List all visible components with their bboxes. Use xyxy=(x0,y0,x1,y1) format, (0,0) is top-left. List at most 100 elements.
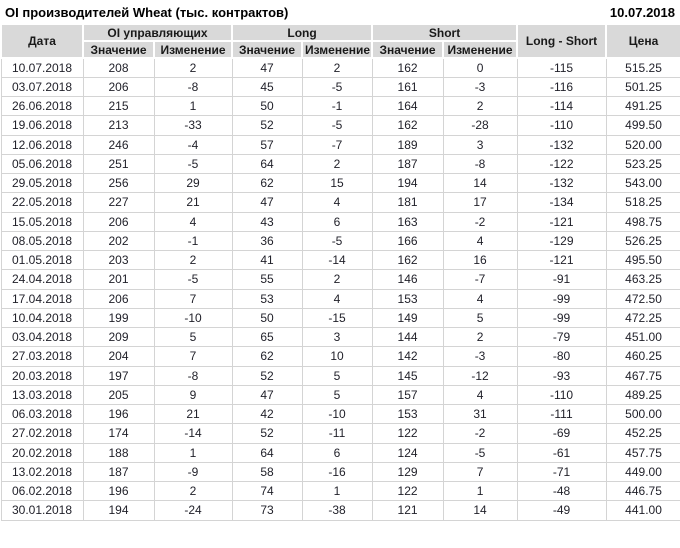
column-header-short-value: Значение xyxy=(371,40,445,59)
column-header-long-value: Значение xyxy=(231,40,304,59)
long-change-cell: 2 xyxy=(301,269,373,290)
oi-value-cell: 202 xyxy=(82,230,155,252)
long-value-cell: 62 xyxy=(231,346,303,367)
long-value-cell: 65 xyxy=(231,326,303,348)
price-cell: 518.25 xyxy=(605,192,680,213)
table-row: 27.03.2018 204 7 62 10 142 -3 -80 460.25 xyxy=(0,346,680,367)
oi-change-cell: 4 xyxy=(153,211,233,232)
title-bar: OI производителей Wheat (тыс. контрактов… xyxy=(0,0,680,23)
table-row: 06.02.2018 196 2 74 1 122 1 -48 446.75 xyxy=(0,480,680,502)
price-cell: 500.00 xyxy=(605,403,680,425)
oi-change-cell: 7 xyxy=(153,288,233,309)
column-header-short-change: Изменение xyxy=(442,40,519,59)
table-row: 13.03.2018 205 9 47 5 157 4 -110 489.25 xyxy=(0,384,680,406)
short-value-cell: 166 xyxy=(371,230,444,252)
long-short-cell: -132 xyxy=(516,134,607,155)
long-change-cell: -5 xyxy=(301,76,373,98)
oi-change-cell: 2 xyxy=(153,57,233,78)
price-cell: 452.25 xyxy=(605,423,680,444)
oi-change-cell: -24 xyxy=(153,500,233,521)
table-row: 01.05.2018 203 2 41 -14 162 16 -121 495.50 xyxy=(0,249,680,271)
short-value-cell: 153 xyxy=(371,288,444,309)
date-cell: 20.02.2018 xyxy=(0,442,84,463)
table-body: 10.07.2018 208 2 47 2 162 0 -115 515.25 03.07.201… xyxy=(0,57,680,521)
long-short-cell: -111 xyxy=(516,403,607,425)
long-short-cell: -61 xyxy=(516,442,607,463)
short-value-cell: 162 xyxy=(371,57,444,78)
price-cell: 495.50 xyxy=(605,249,680,271)
short-value-cell: 181 xyxy=(371,192,444,213)
short-value-cell: 149 xyxy=(371,307,444,329)
oi-value-cell: 213 xyxy=(82,115,155,136)
oi-value-cell: 187 xyxy=(82,461,155,483)
long-value-cell: 47 xyxy=(231,57,303,78)
table-row: 15.05.2018 206 4 43 6 163 -2 -121 498.75 xyxy=(0,211,680,232)
long-short-cell: -134 xyxy=(516,192,607,213)
short-change-cell: 17 xyxy=(442,192,518,213)
oi-change-cell: -5 xyxy=(153,269,233,290)
long-short-cell: -80 xyxy=(516,346,607,367)
long-short-cell: -110 xyxy=(516,384,607,406)
table-row: 22.05.2018 227 21 47 4 181 17 -134 518.25 xyxy=(0,192,680,213)
column-header-oi-change: Изменение xyxy=(152,40,234,59)
table-row: 27.02.2018 174 -14 52 -11 122 -2 -69 452.25 xyxy=(0,423,680,444)
short-change-cell: 2 xyxy=(442,95,518,117)
short-value-cell: 162 xyxy=(371,115,444,136)
long-short-cell: -99 xyxy=(516,288,607,309)
long-value-cell: 58 xyxy=(231,461,303,483)
oi-value-cell: 194 xyxy=(82,500,155,521)
long-short-cell: -69 xyxy=(516,423,607,444)
date-cell: 03.07.2018 xyxy=(0,76,84,98)
long-value-cell: 64 xyxy=(231,442,303,463)
oi-value-cell: 204 xyxy=(82,346,155,367)
short-change-cell: 14 xyxy=(442,500,518,521)
short-change-cell: -3 xyxy=(442,76,518,98)
date-cell: 01.05.2018 xyxy=(0,249,84,271)
long-change-cell: -14 xyxy=(301,249,373,271)
long-value-cell: 47 xyxy=(231,192,303,213)
short-change-cell: 3 xyxy=(442,134,518,155)
short-value-cell: 121 xyxy=(371,500,444,521)
oi-change-cell: -4 xyxy=(153,134,233,155)
date-cell: 10.04.2018 xyxy=(0,307,84,329)
date-cell: 03.04.2018 xyxy=(0,326,84,348)
oi-value-cell: 197 xyxy=(82,365,155,386)
oi-value-cell: 201 xyxy=(82,269,155,290)
short-change-cell: 4 xyxy=(442,288,518,309)
oi-value-cell: 206 xyxy=(82,76,155,98)
long-value-cell: 36 xyxy=(231,230,303,252)
date-cell: 13.02.2018 xyxy=(0,461,84,483)
date-cell: 06.03.2018 xyxy=(0,403,84,425)
price-cell: 467.75 xyxy=(605,365,680,386)
oi-change-cell: 1 xyxy=(153,95,233,117)
short-value-cell: 187 xyxy=(371,153,444,175)
price-cell: 501.25 xyxy=(605,76,680,98)
oi-value-cell: 206 xyxy=(82,211,155,232)
long-short-cell: -110 xyxy=(516,115,607,136)
short-change-cell: -28 xyxy=(442,115,518,136)
oi-change-cell: -33 xyxy=(153,115,233,136)
date-cell: 13.03.2018 xyxy=(0,384,84,406)
oi-change-cell: -5 xyxy=(153,153,233,175)
oi-change-cell: -8 xyxy=(153,76,233,98)
short-change-cell: -2 xyxy=(442,211,518,232)
table-row: 10.07.2018 208 2 47 2 162 0 -115 515.25 xyxy=(0,57,680,78)
price-cell: 489.25 xyxy=(605,384,680,406)
short-change-cell: 4 xyxy=(442,230,518,252)
long-change-cell: 3 xyxy=(301,326,373,348)
long-short-cell: -114 xyxy=(516,95,607,117)
date-cell: 08.05.2018 xyxy=(0,230,84,252)
long-short-cell: -121 xyxy=(516,249,607,271)
long-value-cell: 47 xyxy=(231,384,303,406)
oi-value-cell: 256 xyxy=(82,172,155,194)
short-value-cell: 164 xyxy=(371,95,444,117)
short-value-cell: 162 xyxy=(371,249,444,271)
short-change-cell: 4 xyxy=(442,384,518,406)
date-cell: 27.02.2018 xyxy=(0,423,84,444)
long-value-cell: 62 xyxy=(231,172,303,194)
long-short-cell: -91 xyxy=(516,269,607,290)
long-change-cell: 5 xyxy=(301,365,373,386)
long-short-cell: -93 xyxy=(516,365,607,386)
table-row: 05.06.2018 251 -5 64 2 187 -8 -122 523.25 xyxy=(0,153,680,175)
long-short-cell: -132 xyxy=(516,172,607,194)
